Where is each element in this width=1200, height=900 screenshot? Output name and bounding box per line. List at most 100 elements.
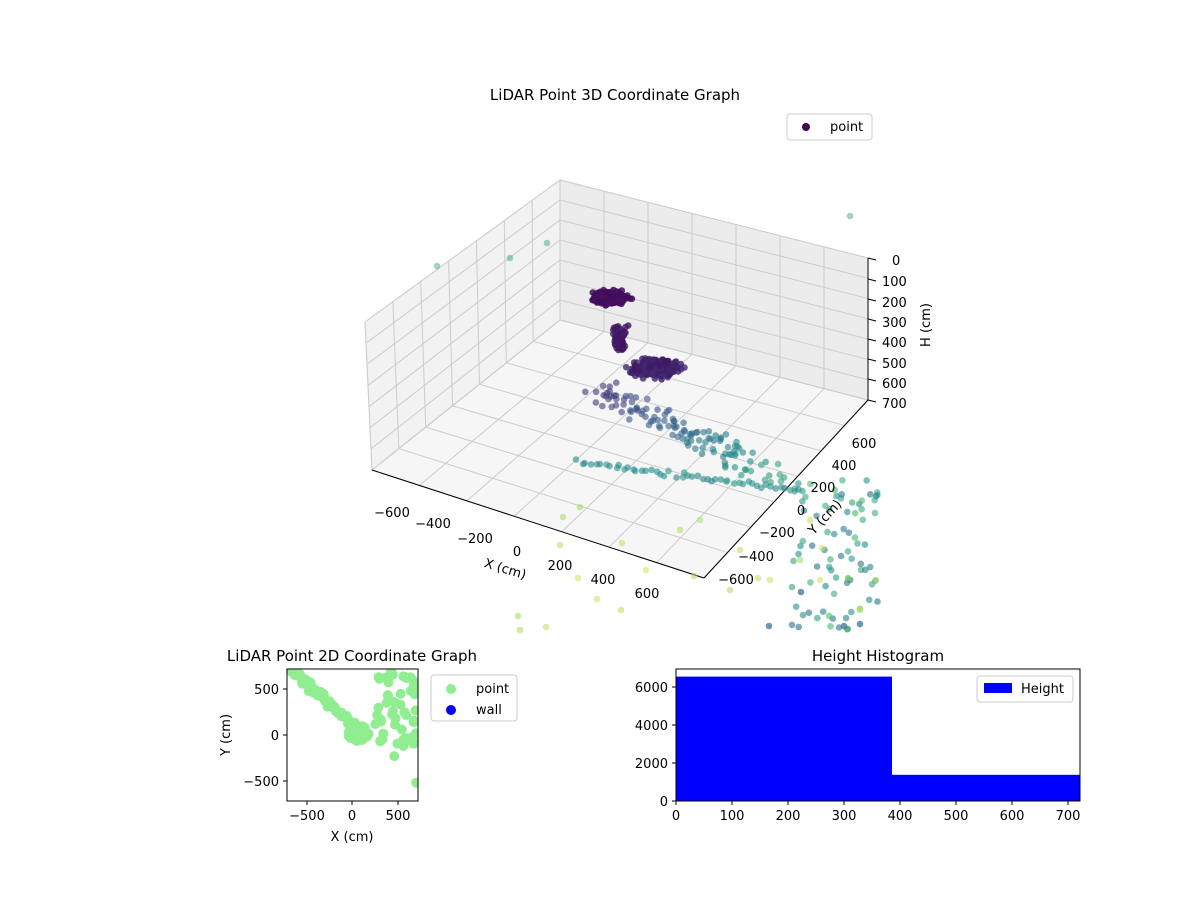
- scatter-2d-points: [287, 669, 418, 788]
- point-3d: [814, 614, 821, 622]
- point-3d: [796, 556, 804, 564]
- x-axis-3d-label: X (cm): [482, 556, 528, 583]
- point-3d: [739, 480, 747, 488]
- point-3d: [680, 426, 688, 434]
- grid-line-3d: [392, 301, 400, 449]
- histogram-title: Height Histogram: [812, 647, 944, 665]
- histogram-y-ticks: 0 2000 4000 6000: [635, 681, 676, 810]
- point-3d: [832, 574, 840, 581]
- point-3d: [799, 611, 807, 619]
- point-3d: [647, 362, 655, 370]
- point-3d: [597, 292, 605, 300]
- point-3d: [581, 459, 588, 467]
- point-3d: [641, 369, 648, 376]
- point-3d: [788, 621, 796, 629]
- point-3d: [851, 509, 859, 517]
- point-3d: [582, 388, 589, 396]
- point-3d: [613, 395, 620, 403]
- point-3d: [726, 586, 734, 594]
- point-3d: [856, 620, 864, 628]
- point-3d: [572, 456, 580, 463]
- point-3d: [813, 512, 820, 520]
- point-3d: [628, 398, 636, 406]
- grid-line-3d: [506, 362, 822, 452]
- point-2d: [395, 688, 406, 699]
- grid-line-3d: [369, 279, 561, 429]
- grid-line-3d: [533, 340, 845, 426]
- point-3d: [514, 612, 522, 620]
- point-3d: [618, 539, 626, 547]
- point-3d: [622, 392, 630, 400]
- point-3d: [816, 576, 824, 584]
- grid-line-3d: [561, 365, 737, 533]
- x-axis-3d-ticks: −600 −400 −200 0 200 400 600: [374, 506, 659, 602]
- hist-x-tick: 500: [944, 809, 969, 824]
- point-3d: [705, 428, 713, 435]
- point-3d: [863, 477, 870, 484]
- grid-line-3d: [370, 299, 561, 450]
- point-2d: [398, 741, 409, 751]
- point-2d: [374, 673, 385, 684]
- point-3d: [865, 596, 873, 604]
- y-axis-2d-label: Y (cm): [219, 714, 234, 757]
- point-2d: [389, 751, 400, 762]
- point-3d: [618, 292, 626, 300]
- y-tick-3d: 200: [811, 481, 836, 496]
- point-3d: [717, 434, 724, 442]
- grid-line-3d: [425, 426, 752, 528]
- point-3d: [840, 525, 847, 533]
- point-3d: [859, 516, 867, 524]
- point-3d: [723, 477, 731, 484]
- histogram-bars: [676, 676, 1080, 801]
- point-3d: [838, 491, 845, 498]
- grid-line-3d: [364, 321, 373, 471]
- histogram-x-ticks: 0 100 200 300 400 500 600 700: [672, 801, 1080, 824]
- point-3d: [808, 542, 816, 549]
- x-tick-3d: −200: [457, 532, 493, 547]
- point-3d: [617, 606, 625, 614]
- point-2d: [318, 688, 329, 699]
- point-3d: [606, 388, 613, 395]
- point-3d: [806, 516, 814, 524]
- z-tick-3d: 700: [882, 397, 907, 412]
- z-tick-3d-mark: [867, 257, 877, 261]
- point-3d: [736, 546, 744, 554]
- point-2d: [383, 677, 394, 688]
- point-3d: [747, 467, 755, 475]
- point-2d: [398, 671, 409, 682]
- scatter-2d-x-ticks: −500 0 500: [289, 801, 410, 824]
- point-3d: [774, 460, 782, 468]
- point-3d: [606, 294, 613, 302]
- point-3d: [819, 608, 827, 615]
- point-3d: [616, 300, 624, 307]
- y-tick-3d: 600: [852, 437, 877, 452]
- legend-2d-wall-marker: [446, 705, 456, 715]
- point-2d: [390, 713, 401, 724]
- point-3d: [673, 423, 680, 430]
- point-3d: [615, 461, 622, 469]
- point-3d: [642, 467, 649, 475]
- point-3d: [731, 480, 738, 487]
- point-3d: [692, 445, 699, 453]
- point-2d: [395, 699, 406, 710]
- point-3d: [657, 362, 664, 370]
- point-3d: [674, 433, 681, 441]
- grid-line-3d: [559, 219, 869, 300]
- point-3d: [856, 606, 864, 614]
- point-2d: [348, 726, 359, 737]
- point-3d: [722, 450, 729, 458]
- point-3d: [871, 509, 879, 517]
- point-2d: [382, 690, 393, 701]
- y-axis-3d-ticks: −600 −400 −200 0 200 400 600: [718, 437, 876, 588]
- z-tick-3d-mark: [867, 318, 877, 322]
- y-tick-2d: 500: [254, 683, 279, 698]
- point-3d: [679, 435, 686, 443]
- point-3d: [844, 548, 852, 555]
- point-3d: [818, 544, 826, 552]
- legend-2d-wall-label: wall: [476, 703, 502, 718]
- point-2d: [300, 677, 311, 688]
- point-3d: [722, 462, 729, 469]
- point-3d: [805, 609, 813, 616]
- point-3d: [711, 476, 719, 483]
- hist-y-tick: 0: [660, 795, 668, 810]
